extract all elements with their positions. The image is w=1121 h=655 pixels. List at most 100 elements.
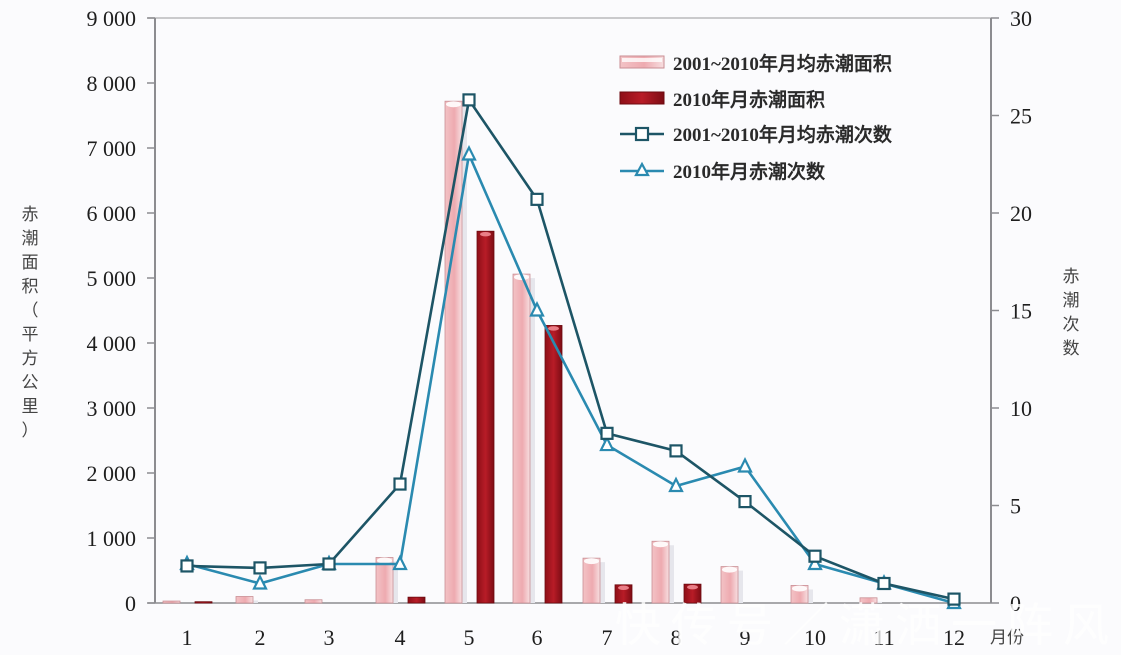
bar-avg-area <box>651 540 674 604</box>
square-marker <box>877 576 891 591</box>
square-marker <box>180 559 194 573</box>
square-marker <box>530 192 544 206</box>
axis-title-char: 公 <box>22 373 39 393</box>
square-marker <box>669 444 683 458</box>
x-tick-label: 9 <box>740 625 751 650</box>
square-marker <box>947 592 961 606</box>
line-avg-count <box>180 93 961 606</box>
triangle-marker <box>807 554 823 571</box>
x-tick-label: 5 <box>464 625 475 650</box>
right-tick-label: 25 <box>1010 104 1032 129</box>
bar-avg-area <box>304 599 323 604</box>
axis-title-char: （ <box>22 301 39 321</box>
left-tick-label: 2 000 <box>87 461 137 486</box>
axis-title-char: 数 <box>1063 339 1080 359</box>
left-tick-label: 1 000 <box>87 526 137 551</box>
axis-title-char: 潮 <box>22 229 39 249</box>
bar-2010-area <box>476 230 495 604</box>
square-marker <box>322 557 336 571</box>
bar-avg-area <box>582 557 605 604</box>
x-axis-title: 月份 <box>990 628 1024 648</box>
square-marker <box>808 549 822 563</box>
axis-title-char: 次 <box>1063 315 1080 335</box>
axis-title-char: 里 <box>22 397 39 417</box>
x-tick-label: 6 <box>532 625 543 650</box>
legend-label: 2001~2010年月均赤潮面积 <box>673 52 892 75</box>
bar-avg-area <box>375 557 398 604</box>
legend-square-marker <box>634 126 650 142</box>
triangle-marker <box>668 476 684 493</box>
legend-item: 2001~2010年月均赤潮面积 <box>619 52 892 75</box>
left-tick-label: 5 000 <box>87 266 137 291</box>
x-tick-label: 10 <box>804 625 826 650</box>
right-tick-label: 20 <box>1010 201 1032 226</box>
legend-label: 2001~2010年月均赤潮次数 <box>673 123 893 146</box>
bar-2010-area <box>683 583 702 604</box>
right-axis-ticks: 0 5 10 15 20 25 30 <box>991 6 1032 616</box>
left-tick-label: 8 000 <box>87 71 137 96</box>
legend-item: 2010年月赤潮面积 <box>619 88 825 111</box>
axis-title-char: 赤 <box>1063 267 1080 287</box>
legend-item: 2010年月赤潮次数 <box>620 160 826 183</box>
triangle-marker <box>461 145 477 161</box>
watermark-text: 快传号／潇洒一阵风 <box>615 598 1119 652</box>
bar-avg-area <box>790 585 813 604</box>
left-tick-label: 0 <box>125 591 136 616</box>
x-tick-label: 7 <box>602 625 613 650</box>
bar-avg-area <box>235 596 258 604</box>
triangle-marker <box>599 435 615 452</box>
axis-title-char: 潮 <box>1063 291 1080 311</box>
x-tick-label: 8 <box>671 625 682 650</box>
bar-2010-area <box>407 596 426 604</box>
axis-title-char: 面 <box>22 253 39 273</box>
bar-avg-area <box>859 597 882 604</box>
axis-title-char: 赤 <box>22 205 39 225</box>
x-tick-label: 4 <box>395 625 406 650</box>
square-marker <box>738 495 752 509</box>
x-tick-label: 3 <box>324 625 335 650</box>
left-tick-label: 7 000 <box>87 136 137 161</box>
legend-label: 2010年月赤潮次数 <box>673 160 826 183</box>
axis-title-char: 平 <box>22 325 39 345</box>
legend-item: 2001~2010年月均赤潮次数 <box>620 123 893 146</box>
x-tick-label: 2 <box>255 625 266 650</box>
right-tick-label: 30 <box>1010 6 1032 31</box>
triangle-marker <box>737 457 753 473</box>
square-marker <box>600 426 614 440</box>
line-2010-count <box>179 145 962 610</box>
line-series <box>179 93 962 610</box>
square-marker <box>393 477 407 491</box>
bar-series <box>162 100 882 604</box>
legend-swatch-red-bar <box>619 91 665 105</box>
left-axis-ticks: 0 1 000 2 000 3 000 4 000 5 000 6 000 7 000 8 00… <box>87 6 155 616</box>
bar-2010-area <box>614 584 633 604</box>
bar-avg-area <box>720 566 743 604</box>
bar-2010-area <box>194 601 213 604</box>
legend-triangle-marker <box>634 161 650 177</box>
legend: 2001~2010年月均赤潮面积 2010年月赤潮面积 2001~2010年月均赤潮… <box>619 52 893 183</box>
right-axis-title: 赤潮次数 <box>1063 267 1080 359</box>
x-tick-label: 1 <box>182 625 193 650</box>
x-axis-ticks: 1 2 3 4 5 6 7 8 9 10 11 12 <box>182 625 966 650</box>
left-tick-label: 3 000 <box>87 396 137 421</box>
square-marker <box>462 93 476 107</box>
right-tick-label: 0 <box>1010 591 1021 616</box>
left-tick-label: 4 000 <box>87 331 137 356</box>
square-marker <box>253 561 267 575</box>
x-tick-label: 11 <box>873 625 894 650</box>
axis-title-char: 积 <box>22 277 39 297</box>
left-tick-label: 9 000 <box>87 6 137 31</box>
triangle-marker <box>529 301 545 317</box>
x-tick-label: 12 <box>943 625 965 650</box>
bar-avg-area <box>512 273 535 604</box>
bar-2010-area <box>544 325 563 604</box>
axis-title-char: 方 <box>22 349 39 369</box>
axis-title-char: ） <box>22 421 39 441</box>
left-tick-label: 6 000 <box>87 201 137 226</box>
bar-avg-area <box>162 600 181 604</box>
right-tick-label: 5 <box>1010 494 1021 519</box>
legend-label: 2010年月赤潮面积 <box>673 88 825 111</box>
right-tick-label: 15 <box>1010 299 1032 324</box>
triangle-marker <box>252 574 268 590</box>
